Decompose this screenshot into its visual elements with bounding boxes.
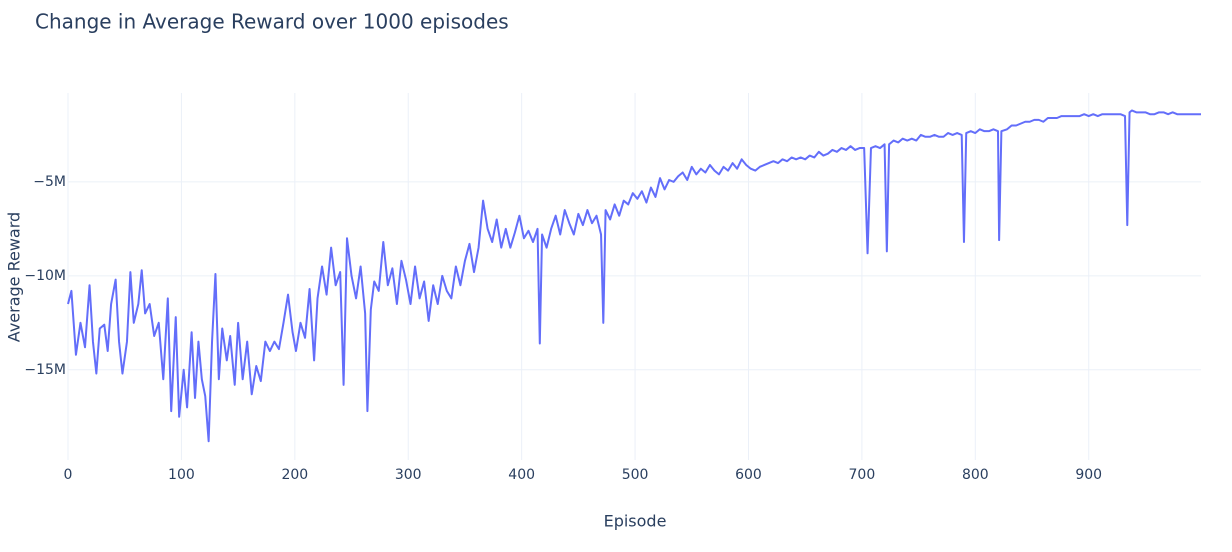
x-tick-label: 300	[395, 467, 422, 483]
chart-title: Change in Average Reward over 1000 episo…	[35, 10, 509, 34]
x-tick-label: 700	[849, 467, 876, 483]
y-tick-label: −5M	[33, 174, 66, 190]
x-axis-title: Episode	[604, 512, 667, 531]
x-tick-label: 500	[622, 467, 649, 483]
x-tick-label: 800	[962, 467, 989, 483]
y-axis-title: Average Reward	[5, 212, 24, 342]
x-tick-label: 400	[508, 467, 535, 483]
x-tick-label: 900	[1075, 467, 1102, 483]
x-tick-label: 200	[281, 467, 308, 483]
x-tick-label: 0	[64, 467, 73, 483]
y-tick-label: −10M	[24, 268, 66, 284]
data-line	[67, 109, 1201, 443]
y-tick-label: −15M	[24, 362, 66, 378]
x-tick-label: 600	[735, 467, 762, 483]
x-tick-label: 100	[168, 467, 195, 483]
